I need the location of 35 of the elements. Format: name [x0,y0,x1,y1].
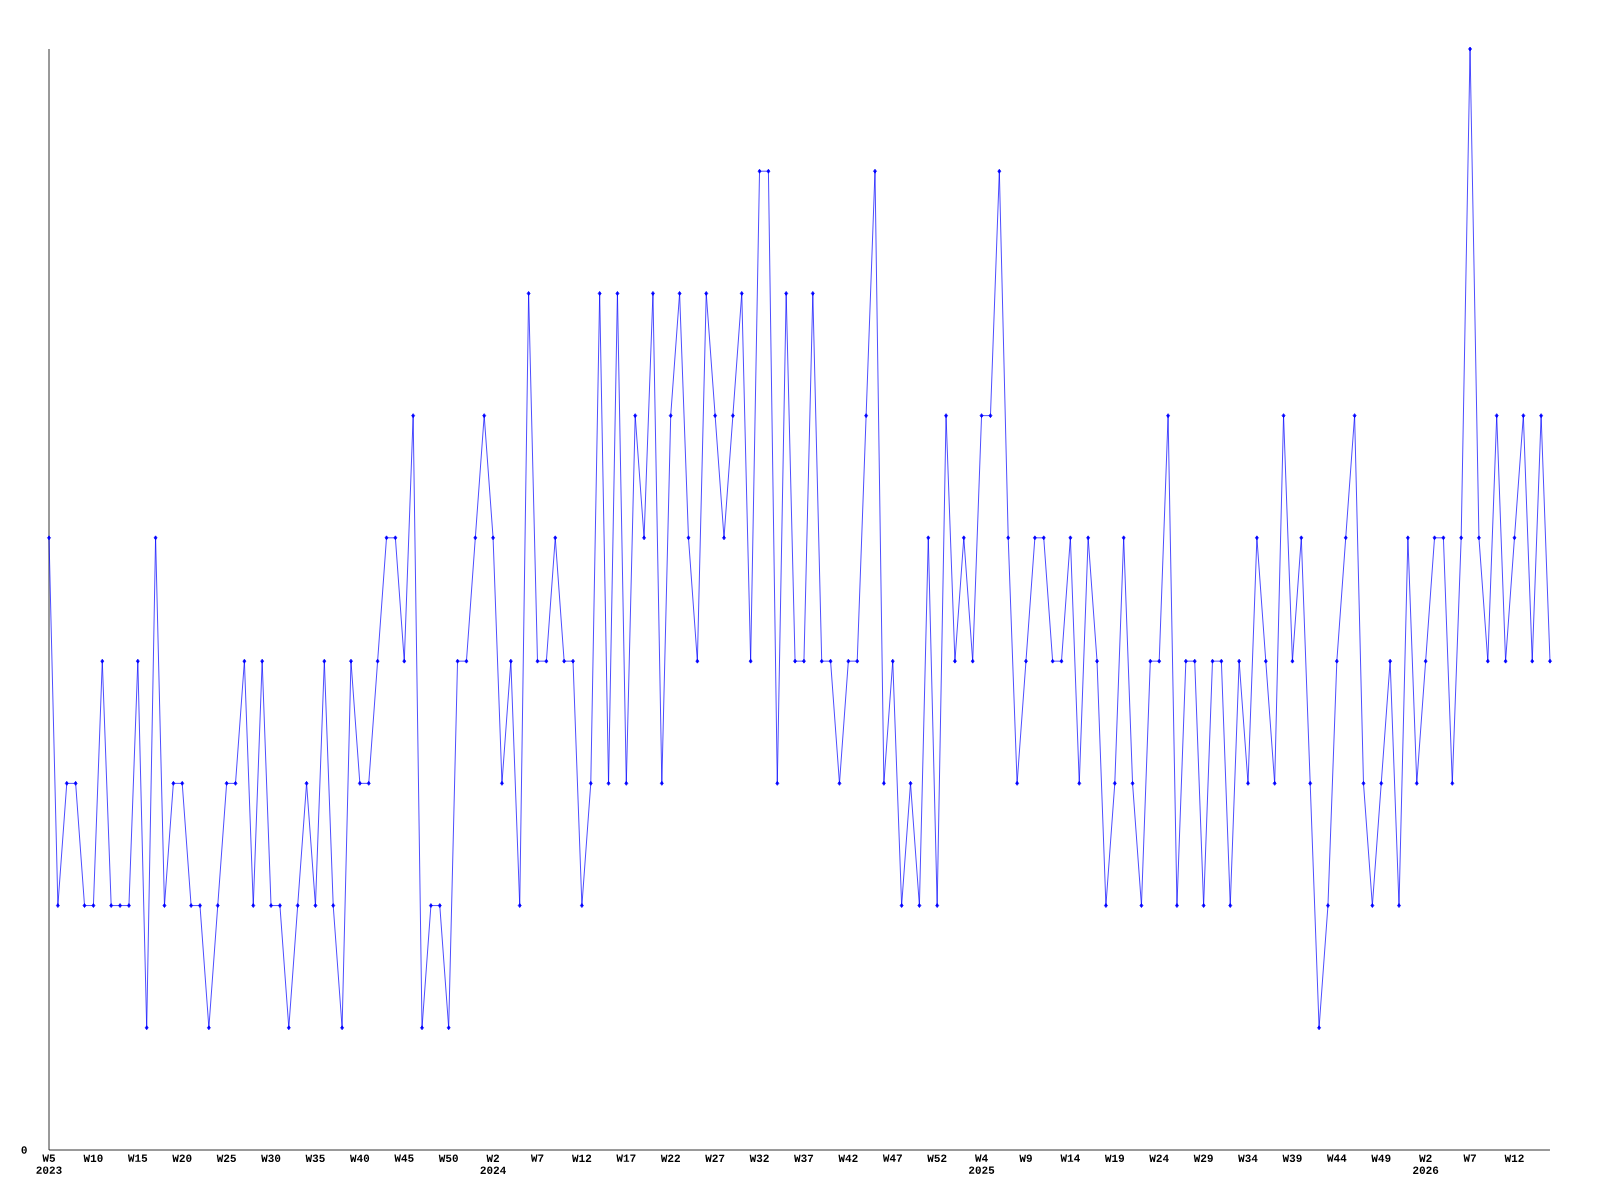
x-tick-label: W27 [705,1154,725,1162]
x-tick-label: W47 [882,1154,902,1162]
x-tick-label: W2 2024 [480,1154,506,1174]
x-tick-label: W15 [127,1154,148,1162]
x-tick-label: W19 [1104,1154,1125,1162]
x-tick-label: W7 [1463,1154,1476,1162]
x-tick-label: W12 [572,1154,592,1162]
x-tick-label: W40 [349,1154,370,1162]
x-tick-label: W35 [305,1154,325,1163]
x-tick-label: W12 [1504,1154,1524,1162]
x-tick-label: W25 [216,1154,236,1162]
x-tick-label: W29 [1193,1154,1213,1162]
x-tick-label: W44 [1326,1154,1347,1162]
x-tick-label: W17 [616,1154,636,1162]
x-tick-label: W42 [838,1154,858,1162]
x-tick-label: W52 [927,1154,947,1162]
x-tick-label: W22 [660,1154,680,1162]
x-tick-label: W50 [438,1154,458,1162]
x-tick-label: W24 [1149,1154,1169,1162]
x-tick-label: W5 2023 [36,1154,62,1174]
x-tick-label: W34 [1238,1154,1258,1163]
x-tick-label: W30 [261,1154,281,1163]
x-tick-label: W9 [1019,1154,1032,1162]
x-tick-label: W32 [749,1154,769,1163]
x-tick-label: W14 [1060,1154,1080,1162]
x-tick-label: W45 [394,1154,414,1162]
x-tick-label: W49 [1371,1154,1391,1162]
x-tick-label: W10 [83,1154,103,1162]
x-tick-label: W37 [794,1154,814,1163]
x-tick-label: W2 2026 [1413,1154,1439,1174]
x-tick-label: W4 2025 [969,1154,995,1174]
x-tick-label: W20 [172,1154,192,1162]
x-tick-label: W39 [1282,1154,1302,1163]
text: 0 [21,1146,27,1154]
x-tick-label: W7 [530,1154,544,1162]
